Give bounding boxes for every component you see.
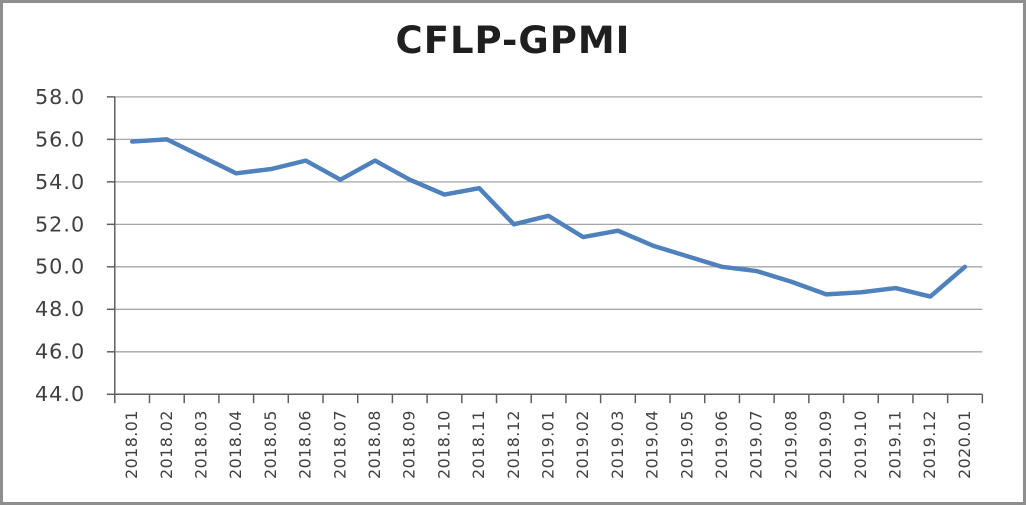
y-axis-tick-label: 58.0 bbox=[35, 85, 85, 109]
x-axis-tick-label: 2019.07 bbox=[747, 410, 766, 479]
x-axis-tick-label: 2019.03 bbox=[608, 410, 627, 479]
x-axis-tick-label: 2018.11 bbox=[469, 410, 488, 479]
x-axis-tick-label: 2019.06 bbox=[712, 410, 731, 479]
data-line-series bbox=[129, 137, 968, 299]
x-axis-tick-label: 2018.10 bbox=[434, 410, 453, 479]
x-axis-tick-label: 2019.11 bbox=[886, 410, 905, 479]
y-axis-tick-label: 48.0 bbox=[35, 297, 85, 321]
x-axis-tick-label: 2019.04 bbox=[643, 410, 662, 479]
x-axis-tick-label: 2018.07 bbox=[330, 410, 349, 479]
x-axis-tick-label: 2018.12 bbox=[504, 410, 523, 479]
plot-area: 44.0 46.0 48.0 50.0 52.0 54.0 56.0 58.0 2018.01 2… bbox=[35, 85, 984, 479]
y-axis-tick-label: 56.0 bbox=[35, 127, 85, 151]
x-axis-tick-label: 2018.08 bbox=[365, 410, 384, 479]
y-axis-tick-label: 46.0 bbox=[35, 340, 85, 364]
x-axis-tick-label: 2019.05 bbox=[677, 410, 696, 479]
x-axis-tick-label: 2020.01 bbox=[955, 410, 974, 479]
x-axis-tick-label: 2018.01 bbox=[122, 410, 141, 479]
x-axis-tick-label: 2018.02 bbox=[157, 410, 176, 479]
x-axis-tick-label: 2019.08 bbox=[781, 410, 800, 479]
x-axis-tick-label: 2018.04 bbox=[226, 410, 245, 479]
y-axis-tick-label: 50.0 bbox=[35, 255, 85, 279]
x-axis-tick-label: 2019.12 bbox=[920, 410, 939, 479]
y-axis-tick-label: 54.0 bbox=[35, 170, 85, 194]
y-axis-tick-label: 52.0 bbox=[35, 212, 85, 236]
x-axis-tick-label: 2018.03 bbox=[191, 410, 210, 479]
x-axis-tick-label: 2018.09 bbox=[400, 410, 419, 479]
x-axis-tick-label: 2019.02 bbox=[573, 410, 592, 479]
x-axis-tick-label: 2019.01 bbox=[539, 410, 558, 479]
y-axis-tick-label: 44.0 bbox=[35, 382, 85, 406]
x-axis-tick-label: 2018.06 bbox=[296, 410, 315, 479]
x-axis-tick-label: 2018.05 bbox=[261, 410, 280, 479]
x-axis-tick-label: 2019.10 bbox=[851, 410, 870, 479]
x-axis-tick-label: 2019.09 bbox=[816, 410, 835, 479]
chart-title: CFLP-GPMI bbox=[395, 19, 631, 62]
